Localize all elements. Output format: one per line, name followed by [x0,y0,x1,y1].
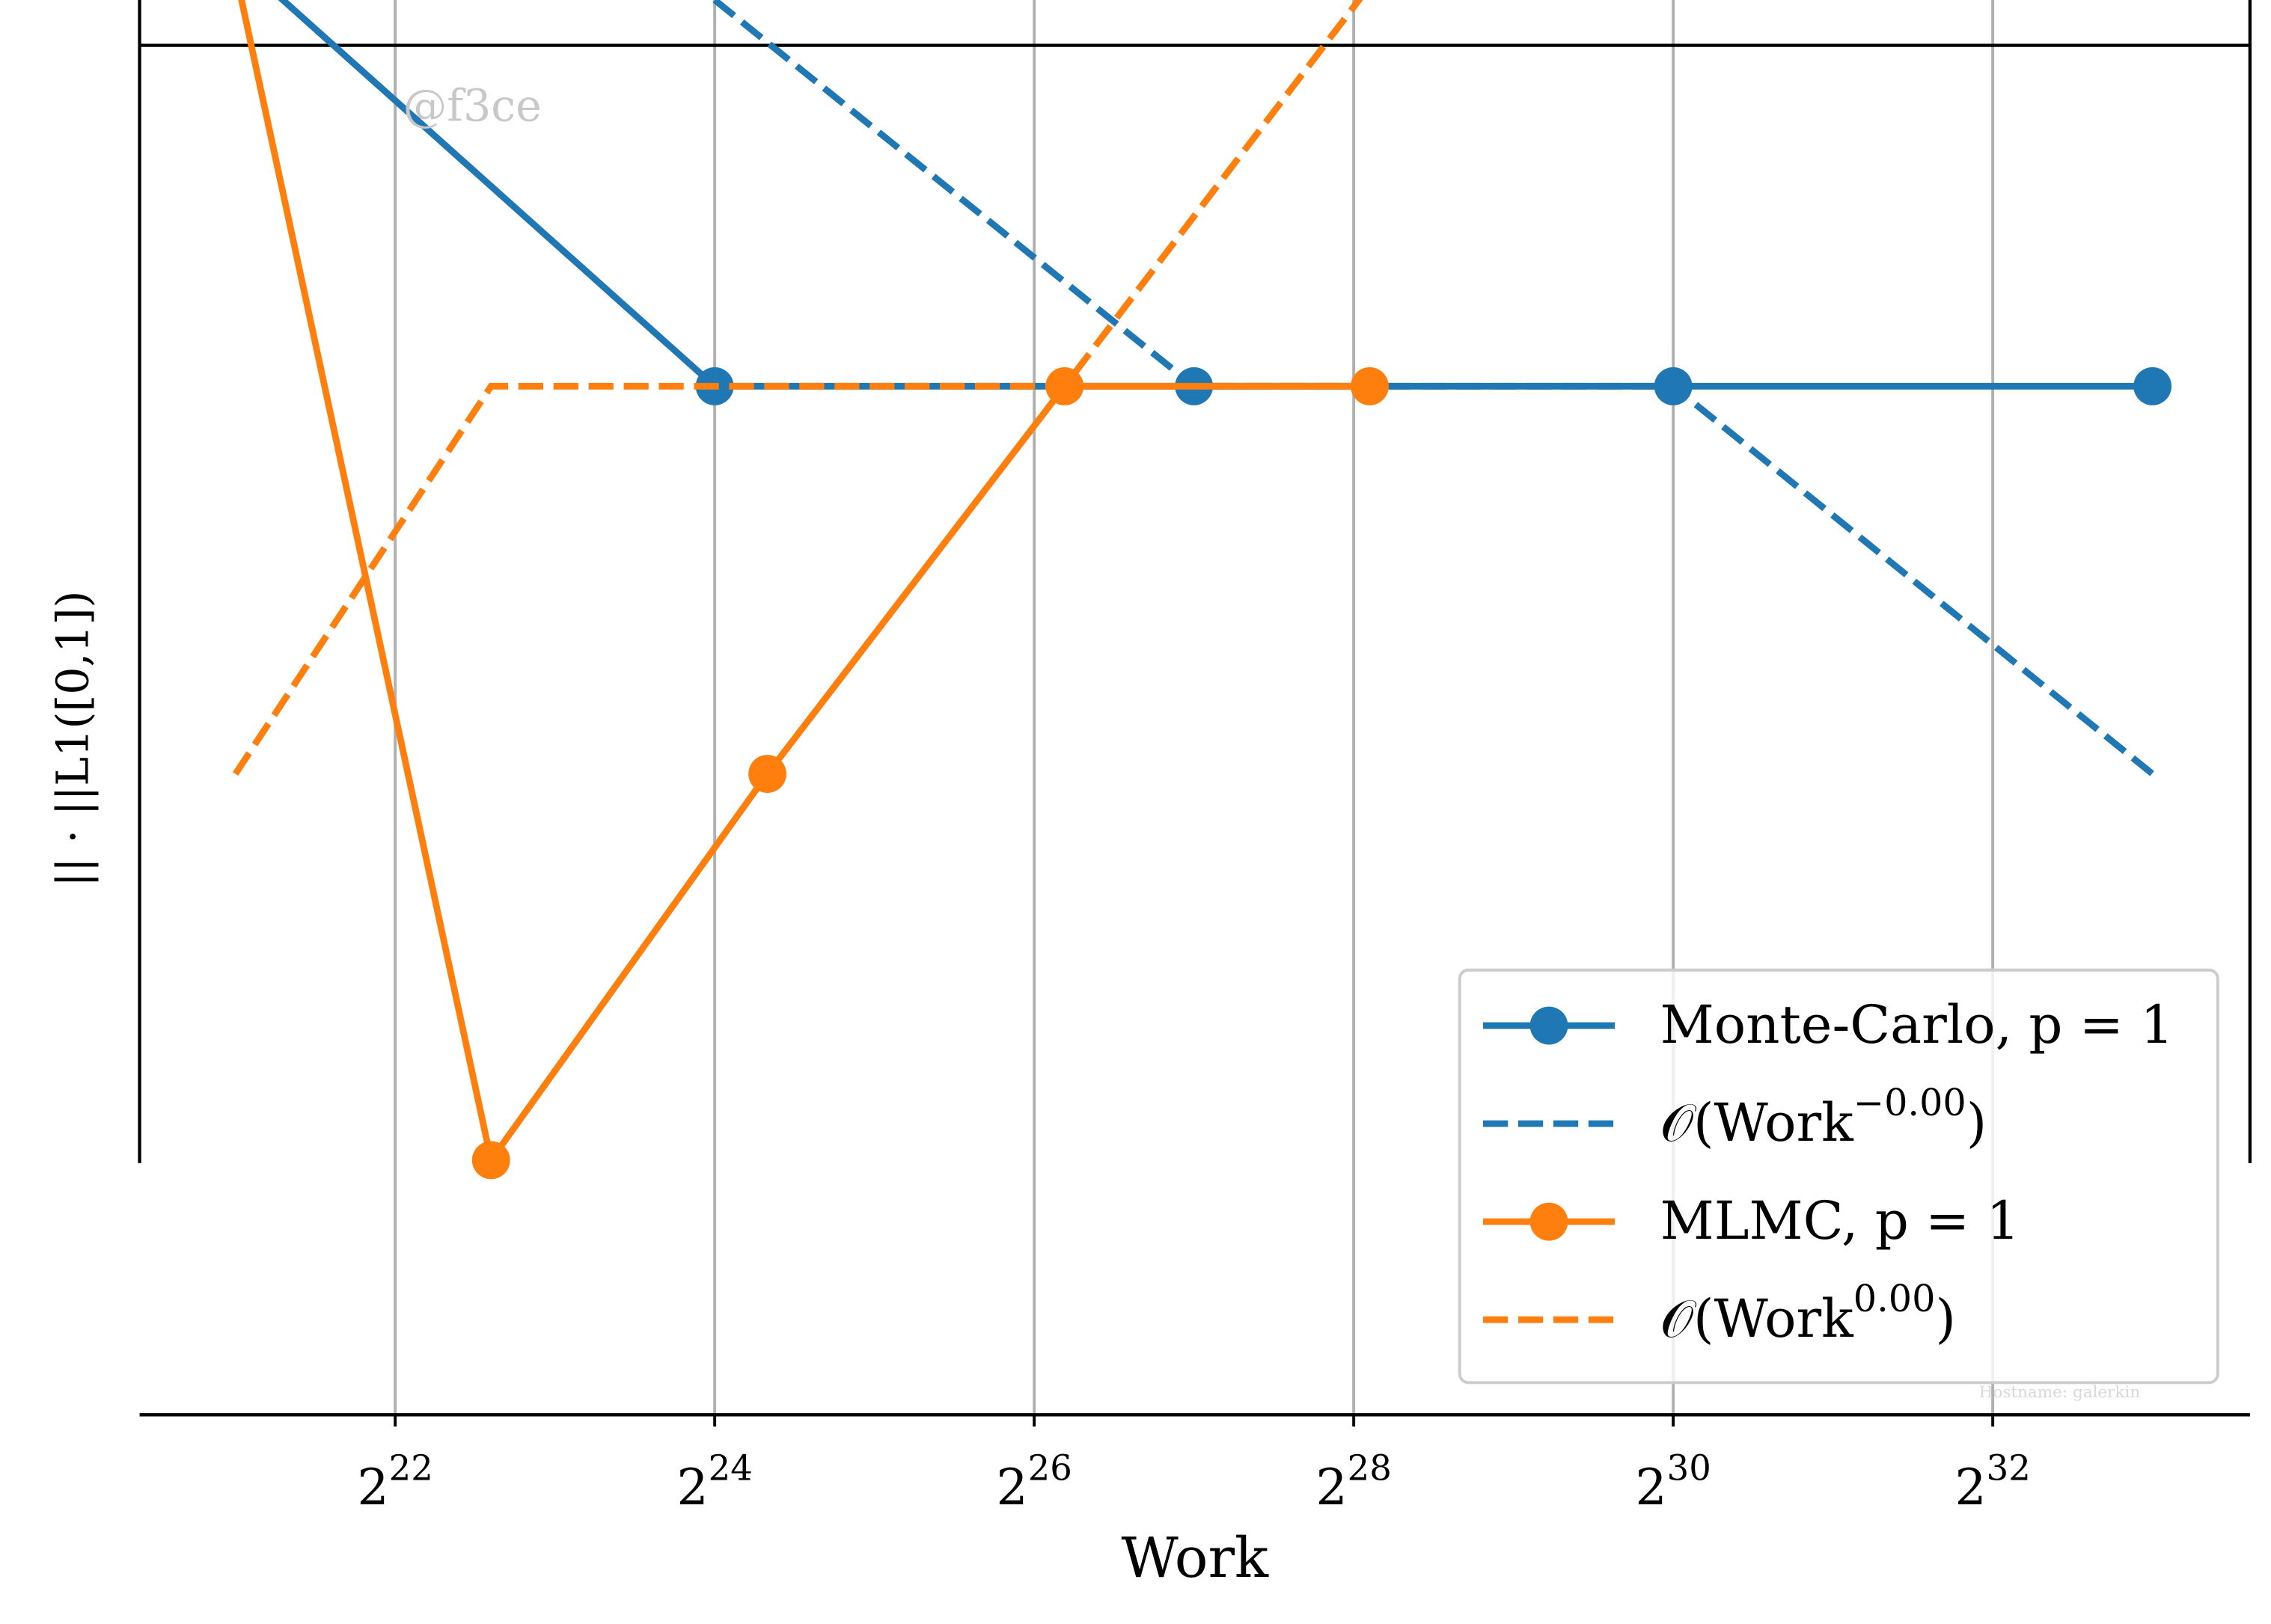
legend-marker [1529,1202,1568,1241]
grid [394,0,1995,1415]
legend: Monte-Carlo, p = 1 𝒪(Work−0.00​) MLMC, p =… [1458,968,2219,1385]
x-tick-label: 230​ [1635,1447,1711,1516]
series-line [238,0,1370,1168]
x-tick-label: 226​ [996,1447,1072,1516]
data-point [748,755,787,793]
x-axis-label: Work [1121,1525,1269,1590]
legend-marker [1529,1006,1568,1045]
footer-note: Hostname: galerkin [1979,1383,2141,1402]
y-axis-label: || · ||L1([0,1]) [47,591,98,887]
x-tick-label: 222​ [357,1447,433,1516]
plot-area [232,0,2172,1180]
data-point [2133,367,2172,405]
legend-label: 𝒪(Work0.00​) [1660,1276,1956,1349]
x-tick-label: 228​ [1315,1447,1392,1516]
data-point [471,1141,510,1180]
series-line [278,0,2153,390]
data-point [1351,367,1389,405]
legend-label: MLMC, p = 1 [1660,1190,2020,1251]
series-line [232,0,1363,776]
legend-label: 𝒪(Work−0.00​) [1660,1080,1987,1153]
watermark: @f3ce [403,81,542,132]
x-tick-label: 224​ [676,1447,753,1516]
series-line [712,0,2155,776]
legend-label: Monte-Carlo, p = 1 [1660,993,2174,1055]
legend-box [1458,968,2219,1385]
x-tick-label: 232​ [1954,1447,2031,1516]
